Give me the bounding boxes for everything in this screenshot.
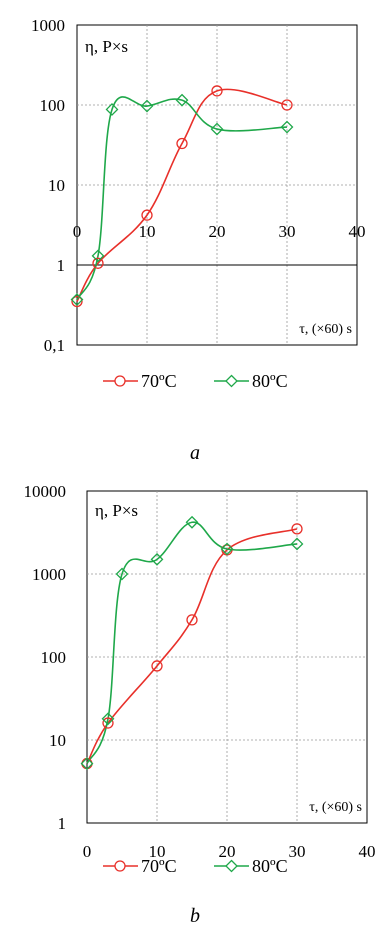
x-unit-label-a: τ, (×60) s	[299, 322, 352, 337]
legend-label-a-80: 80ºC	[252, 371, 288, 391]
y-tick-label: 1	[58, 814, 67, 833]
x-tick-label: 0	[73, 222, 82, 241]
legend-marker-a-80	[225, 374, 238, 388]
data-point	[291, 523, 303, 535]
tick-labels-b: 1 10 100 1000 10000 0 10 20 30 40	[24, 482, 375, 861]
x-tick-label: 10	[139, 222, 156, 241]
x-tick-label: 10	[149, 842, 166, 861]
legend-marker-a-70	[114, 375, 126, 387]
x-tick-label: 0	[83, 842, 92, 861]
legend-label-b-80: 80ºC	[252, 856, 288, 876]
x-tick-label: 40	[359, 842, 375, 861]
series-a	[70, 85, 294, 308]
data-point	[280, 120, 294, 134]
x-unit-label-b: τ, (×60) s	[309, 800, 362, 815]
panel-b: η, P×s τ, (×60) s 1 10 100 1000 10000 0 10 20 30…	[24, 482, 375, 927]
y-tick-label: 10000	[24, 482, 67, 501]
series-line	[86, 528, 298, 764]
y-tick-label: 0,1	[44, 336, 65, 355]
y-tick-label: 10	[48, 176, 65, 195]
y-tick-label: 1	[57, 256, 66, 275]
data-point	[71, 295, 83, 308]
data-point	[101, 712, 115, 726]
data-point	[175, 93, 189, 107]
y-tick-label: 10	[49, 731, 66, 750]
data-point	[91, 249, 105, 263]
data-point	[185, 515, 199, 529]
caption-b: b	[190, 905, 200, 927]
y-tick-label: 100	[40, 96, 66, 115]
data-point	[211, 85, 223, 97]
data-point	[210, 122, 224, 136]
x-tick-label: 40	[349, 222, 366, 241]
data-point	[140, 99, 154, 113]
caption-a: a	[190, 442, 200, 464]
x-tick-label: 30	[289, 842, 306, 861]
series-line	[76, 96, 288, 300]
data-point	[105, 103, 119, 116]
y-unit-label-a: η, P×s	[85, 37, 128, 56]
data-point	[92, 257, 104, 269]
grid-b	[87, 491, 367, 823]
data-point	[186, 614, 198, 626]
x-tick-label: 20	[209, 222, 226, 241]
y-tick-label: 1000	[32, 565, 66, 584]
data-point	[141, 209, 153, 221]
x-tick-label: 20	[219, 842, 236, 861]
y-tick-label: 1000	[31, 16, 65, 35]
series-line	[76, 88, 288, 302]
y-tick-label: 100	[41, 648, 67, 667]
tick-labels-a: 0,1 1 10 100 1000 0 10 20 30 40	[31, 16, 366, 355]
legend-b: 70ºC 80ºC	[103, 856, 288, 876]
data-point	[290, 537, 304, 551]
data-point	[70, 293, 84, 306]
y-unit-label-b: η, P×s	[95, 501, 138, 520]
legend-label-b-70: 70ºC	[141, 856, 177, 876]
data-point	[281, 99, 293, 111]
panel-a: η, P×s τ, (×60) s 0,1 1 10 100 1000 0 10 20 30 40…	[31, 16, 366, 464]
data-point	[220, 542, 234, 556]
series-b	[80, 515, 304, 770]
legend-marker-b-70	[114, 860, 126, 872]
data-point	[115, 567, 129, 581]
legend-label-a-70: 70ºC	[141, 371, 177, 391]
data-point	[176, 137, 188, 150]
data-point	[151, 660, 163, 672]
legend-marker-b-80	[225, 859, 238, 873]
grid-a	[77, 25, 357, 345]
x-tick-label: 30	[279, 222, 296, 241]
data-point	[80, 757, 94, 770]
series-line	[86, 521, 298, 764]
legend-a: 70ºC 80ºC	[103, 371, 288, 391]
data-point	[150, 552, 164, 566]
data-point	[102, 717, 114, 729]
